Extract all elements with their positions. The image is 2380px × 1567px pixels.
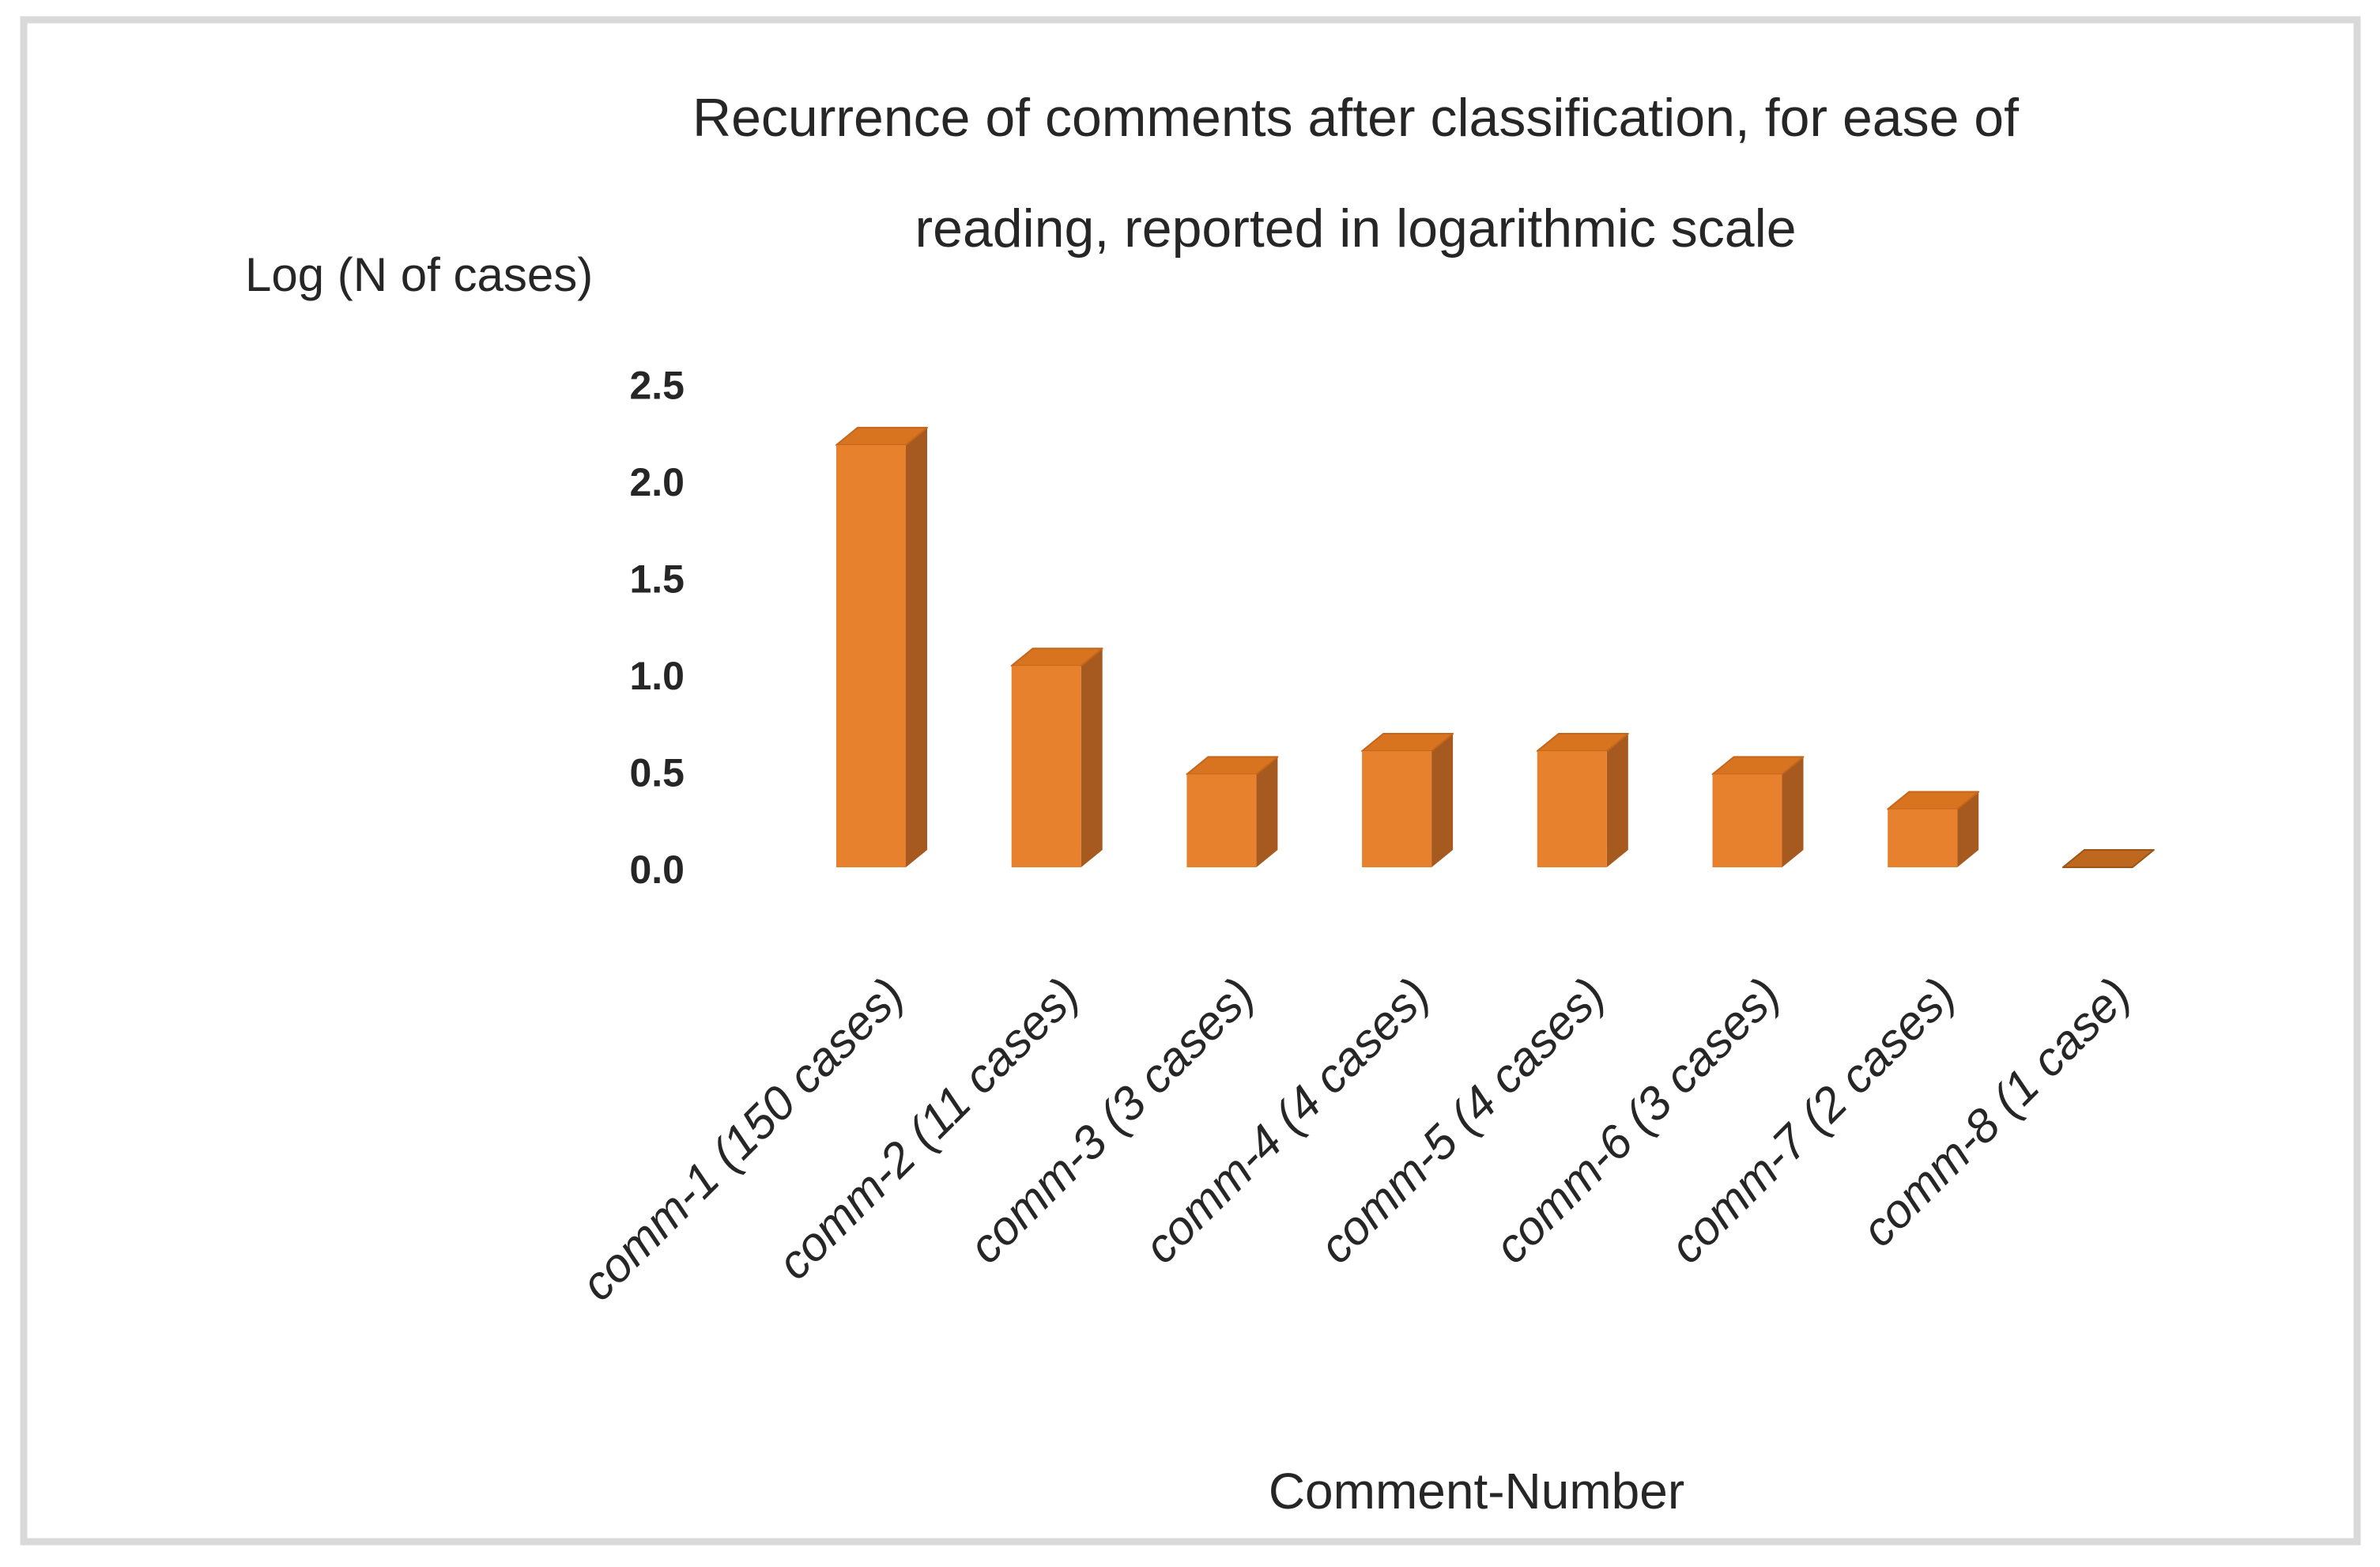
bar-front-face [1537, 751, 1607, 867]
bar-side-face [1431, 734, 1454, 867]
bar-comm-6 [1711, 756, 1805, 867]
bar-front-face [836, 444, 906, 867]
bar-comm-8 [2061, 849, 2155, 868]
bar-side-face [1957, 791, 1979, 867]
bar-front-face [1011, 666, 1081, 867]
y-tick-label-1.5: 1.5 [629, 557, 685, 602]
y-tick-label-2.5: 2.5 [629, 364, 685, 408]
y-axis-title: Log (N of cases) [245, 248, 593, 301]
bar-side-face [1606, 734, 1628, 867]
x-axis-title: Comment-Number [1269, 1463, 1684, 1520]
bar-comm-7 [1887, 791, 1980, 867]
bar-front-face [1362, 751, 1432, 867]
chart-title-line-2: reading, reported in logarithmic scale [915, 198, 1796, 259]
bar-side-face [1081, 648, 1103, 867]
bar-comm-2 [1010, 648, 1103, 867]
bar-front-face [1186, 774, 1257, 867]
bar-comm-4 [1361, 733, 1454, 867]
y-tick-label-2.0: 2.0 [629, 460, 685, 504]
bar-comm-3 [1186, 756, 1279, 867]
bars-group [835, 426, 2155, 868]
bar-front-face [1888, 809, 1958, 867]
bar-side-face [906, 427, 927, 867]
bar-side-face [1256, 757, 1278, 867]
chart-title-line-1: Recurrence of comments after classificat… [692, 88, 2019, 148]
y-axis-tick-labels: 2.5 2.0 1.5 1.0 0.5 0.0 [629, 364, 685, 893]
y-tick-label-1.0: 1.0 [629, 654, 685, 698]
bar-comm-5 [1536, 733, 1629, 867]
bar-side-face [1782, 757, 1804, 867]
bar-front-face [1712, 774, 1782, 867]
y-tick-label-0.0: 0.0 [629, 848, 685, 892]
bar-flat-face [2061, 849, 2155, 868]
bar-comm-1 [835, 426, 928, 867]
y-tick-label-0.5: 0.5 [629, 751, 685, 795]
